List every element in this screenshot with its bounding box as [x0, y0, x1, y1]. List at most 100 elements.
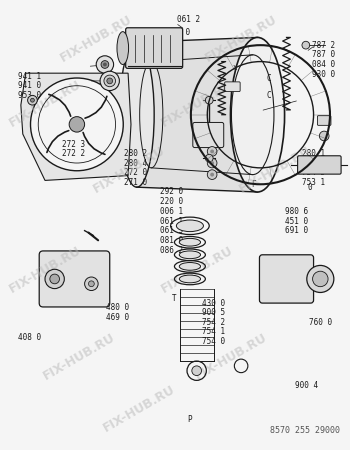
Ellipse shape	[179, 275, 201, 283]
Text: FIX-HUB.RU: FIX-HUB.RU	[41, 330, 117, 382]
Text: 272 0: 272 0	[125, 168, 148, 177]
Text: 272 2: 272 2	[62, 149, 85, 158]
Text: 271 0: 271 0	[125, 178, 148, 187]
Text: F: F	[251, 180, 256, 189]
Ellipse shape	[179, 238, 201, 246]
FancyBboxPatch shape	[298, 156, 341, 174]
Circle shape	[30, 98, 34, 102]
Ellipse shape	[179, 251, 201, 259]
Circle shape	[313, 271, 328, 287]
Text: 272 3: 272 3	[62, 140, 85, 148]
Circle shape	[207, 158, 217, 168]
Circle shape	[210, 173, 214, 176]
FancyArrowPatch shape	[47, 130, 69, 153]
FancyArrowPatch shape	[49, 94, 71, 116]
Text: 691 0: 691 0	[285, 226, 308, 235]
Circle shape	[192, 366, 202, 376]
Text: P: P	[187, 415, 192, 424]
Text: 754 0: 754 0	[202, 338, 225, 346]
Text: 760 0: 760 0	[309, 318, 332, 327]
Text: 084 0: 084 0	[312, 60, 335, 69]
Text: FIX-HUB.RU: FIX-HUB.RU	[102, 382, 178, 434]
Circle shape	[207, 170, 217, 180]
FancyArrowPatch shape	[85, 96, 107, 118]
FancyBboxPatch shape	[39, 251, 110, 307]
Polygon shape	[21, 73, 131, 180]
Text: 480 0: 480 0	[106, 303, 129, 312]
Ellipse shape	[176, 220, 203, 232]
Text: 941 0: 941 0	[18, 81, 41, 90]
Text: 753 1: 753 1	[302, 178, 325, 187]
Text: 292 0: 292 0	[160, 187, 183, 196]
Circle shape	[103, 63, 107, 67]
Text: 061 1: 061 1	[160, 216, 183, 225]
Circle shape	[28, 95, 37, 105]
Text: 754 5: 754 5	[302, 168, 325, 177]
Ellipse shape	[119, 42, 154, 187]
Text: 754 1: 754 1	[202, 328, 225, 337]
FancyArrowPatch shape	[83, 132, 105, 154]
Text: FIX-HUB.RU: FIX-HUB.RU	[237, 144, 313, 195]
Circle shape	[210, 149, 214, 153]
Text: 0: 0	[307, 183, 312, 192]
Text: 430 0: 430 0	[202, 299, 225, 308]
Circle shape	[85, 277, 98, 291]
Circle shape	[96, 56, 114, 73]
Circle shape	[69, 117, 85, 132]
Text: C: C	[266, 91, 271, 100]
Text: x: x	[233, 63, 237, 72]
Circle shape	[89, 281, 94, 287]
FancyBboxPatch shape	[193, 122, 224, 148]
Text: 469 0: 469 0	[106, 313, 129, 322]
Circle shape	[205, 154, 213, 162]
FancyBboxPatch shape	[259, 255, 314, 303]
Circle shape	[210, 161, 214, 165]
Circle shape	[307, 266, 334, 292]
Text: FIX-HUB.RU: FIX-HUB.RU	[7, 243, 83, 295]
Text: 941 1: 941 1	[18, 72, 41, 81]
Text: 451 0: 451 0	[285, 216, 308, 225]
Text: 980 6: 980 6	[285, 207, 308, 216]
Text: 787 0: 787 0	[312, 50, 335, 59]
Text: FIX-HUB.RU: FIX-HUB.RU	[193, 330, 269, 382]
Text: 280 1: 280 1	[302, 149, 325, 158]
Text: FIX-HUB.RU: FIX-HUB.RU	[159, 243, 236, 295]
Text: 086 2: 086 2	[160, 246, 183, 255]
Circle shape	[207, 147, 217, 156]
Text: 8570 255 29000: 8570 255 29000	[270, 427, 340, 436]
Text: 408 0: 408 0	[18, 333, 41, 342]
Circle shape	[107, 78, 113, 84]
Ellipse shape	[117, 32, 128, 64]
Text: 280 2: 280 2	[125, 149, 148, 158]
Polygon shape	[137, 37, 258, 192]
Text: FIX-HUB.RU: FIX-HUB.RU	[57, 13, 134, 65]
FancyBboxPatch shape	[126, 28, 183, 68]
FancyBboxPatch shape	[225, 82, 240, 91]
Text: 061 2: 061 2	[177, 15, 200, 24]
Text: FIX-HUB.RU: FIX-HUB.RU	[159, 78, 236, 130]
Circle shape	[30, 78, 123, 171]
Circle shape	[319, 131, 329, 141]
Circle shape	[104, 75, 116, 87]
Text: 787 2: 787 2	[312, 41, 335, 50]
Text: 061 0: 061 0	[167, 28, 190, 37]
Text: FIX-HUB.RU: FIX-HUB.RU	[91, 144, 168, 195]
Text: 754 2: 754 2	[202, 318, 225, 327]
Text: T: T	[172, 294, 176, 303]
Circle shape	[302, 41, 310, 49]
Text: 006 1: 006 1	[160, 207, 183, 216]
Text: 220 0: 220 0	[160, 197, 183, 206]
Circle shape	[205, 96, 213, 104]
Text: 280 4: 280 4	[125, 159, 148, 168]
Circle shape	[45, 269, 64, 288]
Text: FIX-HUB.RU: FIX-HUB.RU	[203, 13, 279, 65]
Circle shape	[101, 61, 109, 68]
Circle shape	[50, 274, 60, 284]
Text: C: C	[266, 73, 271, 82]
Text: 953 0: 953 0	[18, 91, 41, 100]
Text: 900 5: 900 5	[202, 308, 225, 317]
FancyBboxPatch shape	[317, 116, 331, 126]
Circle shape	[100, 71, 119, 90]
Text: 930 0: 930 0	[312, 70, 335, 79]
Ellipse shape	[179, 262, 201, 270]
